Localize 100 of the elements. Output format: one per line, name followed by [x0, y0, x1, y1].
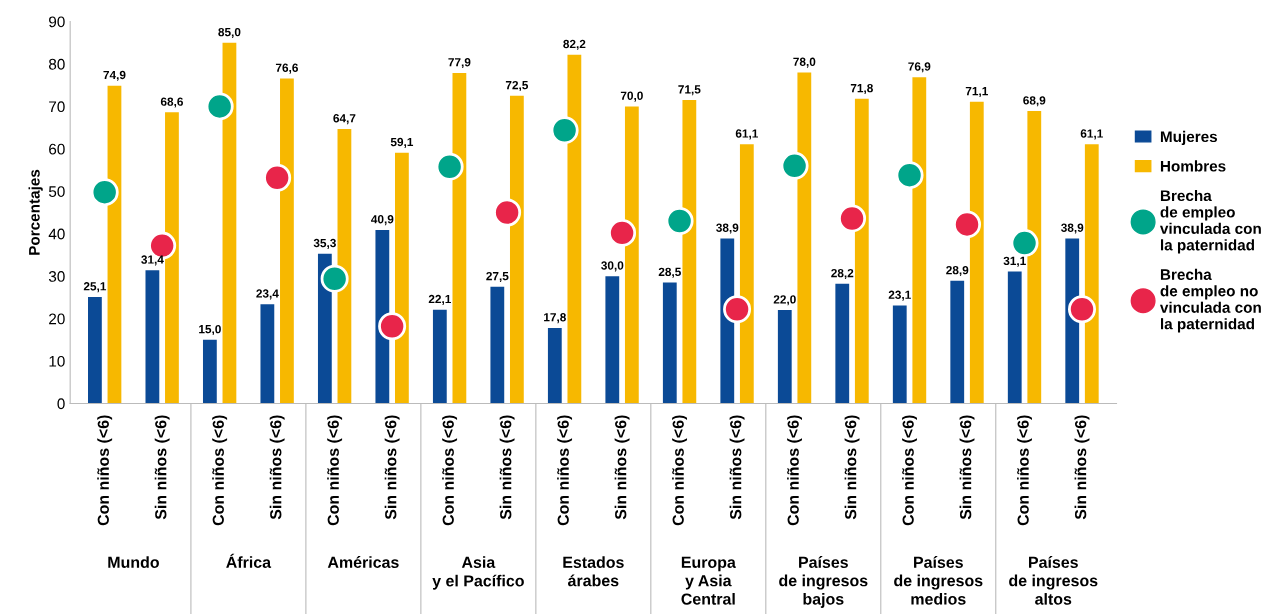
data-label: 23,4	[256, 289, 279, 300]
y-tick-label: 0	[57, 398, 65, 410]
data-label: 28,9	[946, 265, 969, 277]
point	[953, 210, 982, 239]
point	[378, 312, 407, 341]
legend-label: Brecha de empleo vinculada con la paternidad	[1159, 189, 1261, 254]
bar	[662, 282, 677, 404]
y-axis-title: Porcentajes	[28, 169, 43, 255]
bar	[452, 72, 467, 404]
bar	[720, 238, 735, 404]
bar	[547, 327, 562, 404]
x-tick-label: Con niños (<6)	[97, 415, 113, 526]
data-label: 76,9	[908, 62, 931, 73]
x-tick-label: Sin niños (<6)	[729, 415, 745, 520]
bar	[509, 95, 524, 404]
data-label: 25,1	[83, 282, 107, 293]
bar	[490, 286, 505, 404]
x-tick-label: Con niños (<6)	[442, 415, 458, 526]
data-label: 76,6	[275, 63, 298, 74]
data-label: 71,5	[678, 85, 701, 96]
data-label: 61,1	[735, 129, 758, 140]
data-label: 82,2	[563, 39, 586, 50]
x-tick-label: Sin niños (<6)	[844, 415, 860, 520]
data-label: 71,1	[965, 87, 988, 97]
bar	[145, 270, 160, 404]
bar	[1027, 111, 1042, 404]
y-tick-label: 70	[49, 101, 65, 113]
bar	[797, 72, 812, 404]
data-label: 38,9	[716, 223, 739, 234]
data-label: 72,5	[505, 80, 529, 92]
data-label: 68,6	[160, 97, 183, 108]
point	[90, 178, 119, 207]
text: Países de ingresos medios	[894, 556, 983, 605]
bar	[260, 304, 275, 404]
bar	[280, 78, 294, 404]
bar	[567, 54, 582, 404]
data-label: 31,4	[141, 255, 164, 266]
point	[493, 198, 522, 227]
legend-label: Hombres	[1160, 160, 1226, 172]
x-tick-label: Con niños (<6)	[557, 415, 573, 526]
data-label: 68,9	[1023, 96, 1046, 107]
data-label: 85,0	[218, 27, 241, 38]
data-label: 23,1	[888, 290, 911, 301]
data-label: 17,8	[544, 313, 566, 324]
bar	[1065, 238, 1080, 404]
data-label: 71,8	[850, 83, 873, 94]
point	[1010, 229, 1039, 258]
point	[665, 207, 694, 236]
data-label: 22,0	[773, 295, 796, 306]
point	[320, 264, 349, 293]
bar	[969, 101, 984, 404]
data-label: 28,5	[658, 267, 681, 278]
bar	[950, 280, 965, 404]
data-label: 59,1	[390, 137, 414, 148]
y-tick-label: 60	[49, 143, 65, 155]
bar	[432, 309, 447, 404]
x-tick-label: Con niños (<6)	[902, 415, 917, 526]
data-label: 61,1	[1080, 129, 1103, 140]
x-tick-label: Sin niños (<6)	[499, 415, 515, 520]
bar	[202, 339, 217, 404]
legend-label: Mujeres	[1160, 130, 1218, 146]
x-tick-label: Sin niños (<6)	[1074, 415, 1090, 520]
y-tick-label: 50	[48, 186, 65, 197]
text: Países de ingresos bajos	[779, 556, 868, 608]
bar	[777, 310, 792, 404]
bar	[222, 42, 237, 404]
x-tick-label: Con niños (<6)	[212, 415, 228, 526]
x-tick-label: Con niños (<6)	[787, 415, 802, 526]
x-tick-label: Sin niños (<6)	[269, 415, 285, 520]
y-tick-label: 10	[49, 355, 65, 367]
point	[1068, 295, 1097, 324]
point	[780, 151, 809, 180]
data-label: 70,0	[620, 91, 643, 102]
y-tick-label: 90	[49, 16, 65, 28]
bar	[375, 229, 390, 404]
bar	[892, 305, 907, 404]
data-label: 77,9	[448, 58, 471, 69]
point	[263, 163, 292, 192]
bar	[1007, 271, 1022, 404]
point	[435, 152, 464, 181]
data-label: 40,9	[371, 215, 394, 226]
x-tick-label: Sin niños (<6)	[384, 415, 400, 520]
bar	[682, 100, 697, 404]
text: Américas	[327, 556, 399, 568]
x-tick-label: Con niños (<6)	[327, 415, 343, 526]
bar	[88, 296, 102, 404]
data-label: 74,9	[103, 70, 126, 81]
data-label: 64,7	[333, 114, 356, 125]
point	[205, 92, 234, 121]
x-tick-label: Sin niños (<6)	[959, 415, 975, 520]
text: Europa y Asia Central	[681, 556, 736, 605]
text: Asia y el Pacífico	[432, 556, 524, 590]
data-label: 30,0	[601, 261, 624, 272]
data-label: 35,3	[313, 238, 336, 249]
point	[723, 295, 752, 324]
y-tick-label: 20	[49, 313, 65, 325]
y-tick-label: 40	[48, 228, 65, 240]
text: Países de ingresos altos	[1009, 556, 1098, 605]
data-label: 38,9	[1061, 223, 1084, 234]
x-tick-label: Con niños (<6)	[1017, 415, 1032, 526]
